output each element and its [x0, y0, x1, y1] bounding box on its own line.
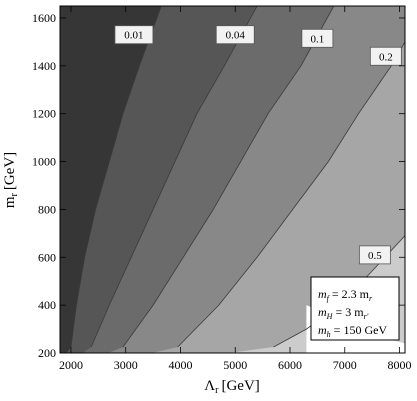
y-tick-label: 200	[38, 346, 56, 360]
y-tick-label: 1400	[32, 59, 56, 73]
contour-label-text: 0.5	[368, 250, 382, 262]
x-tick-label: 7000	[333, 358, 357, 372]
contour-label-text: 0.2	[379, 51, 393, 63]
axis-ticks: 2000 3000 4000 5000 6000 7000 8000 200 400 600 800…	[32, 6, 412, 372]
contour-label-0.5: 0.5	[358, 245, 391, 265]
y-tick-label: 1200	[32, 107, 56, 121]
y-axis-label: mr [GeV]	[2, 152, 20, 208]
x-tick-label: 4000	[168, 358, 192, 372]
legend-box	[310, 276, 400, 341]
legend-line-mh: mH = 3 mr'	[318, 305, 369, 321]
contour-label-box	[358, 245, 391, 265]
x-tick-label: 8000	[388, 358, 412, 372]
x-axis-label: Λr [GeV]	[204, 378, 260, 396]
contour-line-0.1	[122, 6, 335, 348]
contour-label-0.01: 0.01	[114, 25, 154, 45]
x-tick-label: 6000	[278, 358, 302, 372]
contour-label-text: 0.01	[124, 30, 143, 42]
contour-label-box	[215, 25, 255, 45]
y-tick-label: 1000	[32, 155, 56, 169]
contour-label-0.1: 0.1	[301, 28, 334, 48]
contour-label-text: 0.1	[311, 33, 325, 45]
x-tick-label: 5000	[223, 358, 247, 372]
x-axis-label-unit: [GeV]	[221, 378, 259, 394]
legend-line-mhiggs: mh = 150 GeV	[318, 323, 387, 339]
y-axis-label-sub: r	[9, 193, 20, 197]
contour-labels: 0.01 0.04 0.1 0.2 0.5	[114, 25, 402, 265]
contour-line-0.2	[177, 41, 405, 348]
x-axis-label-sub: r	[215, 385, 219, 396]
y-tick-label: 1600	[32, 11, 56, 25]
contour-label-0.04: 0.04	[215, 25, 255, 45]
contour-label-text: 0.04	[226, 30, 246, 42]
legend-line-mf: mf = 2.3 mr	[318, 287, 373, 303]
contour-label-0.2: 0.2	[369, 46, 402, 66]
contour-label-box	[369, 46, 402, 66]
x-tick-label: 2000	[59, 358, 83, 372]
plot-frame	[59, 5, 406, 354]
x-tick-label: 3000	[114, 358, 138, 372]
y-axis-label-unit: [GeV]	[2, 152, 18, 190]
plot-area	[60, 6, 405, 353]
y-axis-label-main: m	[2, 196, 18, 208]
y-tick-label: 400	[38, 298, 56, 312]
contour-label-box	[301, 28, 334, 48]
contour-line-0.01	[70, 6, 162, 348]
y-tick-label: 600	[38, 250, 56, 264]
region-below-0.01	[60, 6, 162, 353]
contour-label-box	[114, 25, 154, 45]
y-tick-label: 800	[38, 202, 56, 216]
parameter-legend: mf = 2.3 mr mH = 3 mr' mh = 150 GeV	[310, 276, 400, 341]
x-axis-label-main: Λ	[204, 378, 215, 394]
contour-line-0.04	[90, 6, 258, 348]
